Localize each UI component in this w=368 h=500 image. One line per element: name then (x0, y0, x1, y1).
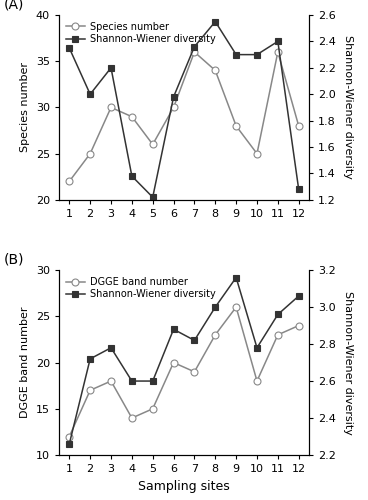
Species number (88, 150, 92, 156)
Shannon-Wiener diversity (151, 194, 155, 200)
Shannon-Wiener diversity (88, 91, 92, 97)
Species number (67, 178, 71, 184)
Species number (297, 123, 301, 129)
DGGE band number (297, 322, 301, 328)
DGGE band number (151, 406, 155, 412)
Shannon-Wiener diversity (234, 274, 238, 280)
Legend: Species number, Shannon-Wiener diversity: Species number, Shannon-Wiener diversity (64, 20, 218, 46)
Shannon-Wiener diversity (109, 345, 113, 351)
Shannon-Wiener diversity (276, 312, 280, 318)
Shannon-Wiener diversity (192, 44, 197, 50)
DGGE band number (109, 378, 113, 384)
Species number (234, 123, 238, 129)
Text: (B): (B) (4, 252, 24, 266)
Y-axis label: DGGE band number: DGGE band number (20, 307, 30, 418)
Shannon-Wiener diversity (255, 52, 259, 58)
Y-axis label: Shannon-Wiener diversity: Shannon-Wiener diversity (343, 36, 353, 180)
Species number (151, 142, 155, 148)
DGGE band number (213, 332, 217, 338)
Shannon-Wiener diversity (276, 38, 280, 44)
DGGE band number (255, 378, 259, 384)
Shannon-Wiener diversity (151, 378, 155, 384)
Shannon-Wiener diversity (297, 293, 301, 299)
X-axis label: Sampling sites: Sampling sites (138, 480, 230, 492)
DGGE band number (234, 304, 238, 310)
Shannon-Wiener diversity (255, 345, 259, 351)
Shannon-Wiener diversity (88, 356, 92, 362)
Shannon-Wiener diversity (109, 65, 113, 71)
Y-axis label: Shannon-Wiener diversity: Shannon-Wiener diversity (343, 290, 353, 434)
Shannon-Wiener diversity (171, 94, 176, 100)
Species number (213, 68, 217, 73)
Species number (276, 49, 280, 55)
Legend: DGGE band number, Shannon-Wiener diversity: DGGE band number, Shannon-Wiener diversi… (64, 275, 218, 301)
Line: Species number: Species number (66, 48, 302, 185)
Text: (A): (A) (4, 0, 24, 12)
Shannon-Wiener diversity (192, 338, 197, 344)
Y-axis label: Species number: Species number (20, 62, 30, 152)
Species number (255, 150, 259, 156)
Line: Shannon-Wiener diversity: Shannon-Wiener diversity (66, 274, 302, 448)
Shannon-Wiener diversity (297, 186, 301, 192)
Shannon-Wiener diversity (213, 18, 217, 24)
Species number (192, 49, 197, 55)
DGGE band number (88, 388, 92, 394)
Species number (130, 114, 134, 119)
DGGE band number (67, 434, 71, 440)
Line: DGGE band number: DGGE band number (66, 304, 302, 440)
Shannon-Wiener diversity (67, 45, 71, 51)
DGGE band number (130, 415, 134, 421)
Shannon-Wiener diversity (213, 304, 217, 310)
Shannon-Wiener diversity (234, 52, 238, 58)
DGGE band number (192, 369, 197, 375)
DGGE band number (171, 360, 176, 366)
Line: Shannon-Wiener diversity: Shannon-Wiener diversity (66, 18, 302, 201)
Species number (109, 104, 113, 110)
Shannon-Wiener diversity (67, 441, 71, 447)
DGGE band number (276, 332, 280, 338)
Shannon-Wiener diversity (130, 173, 134, 179)
Shannon-Wiener diversity (130, 378, 134, 384)
Species number (171, 104, 176, 110)
Shannon-Wiener diversity (171, 326, 176, 332)
